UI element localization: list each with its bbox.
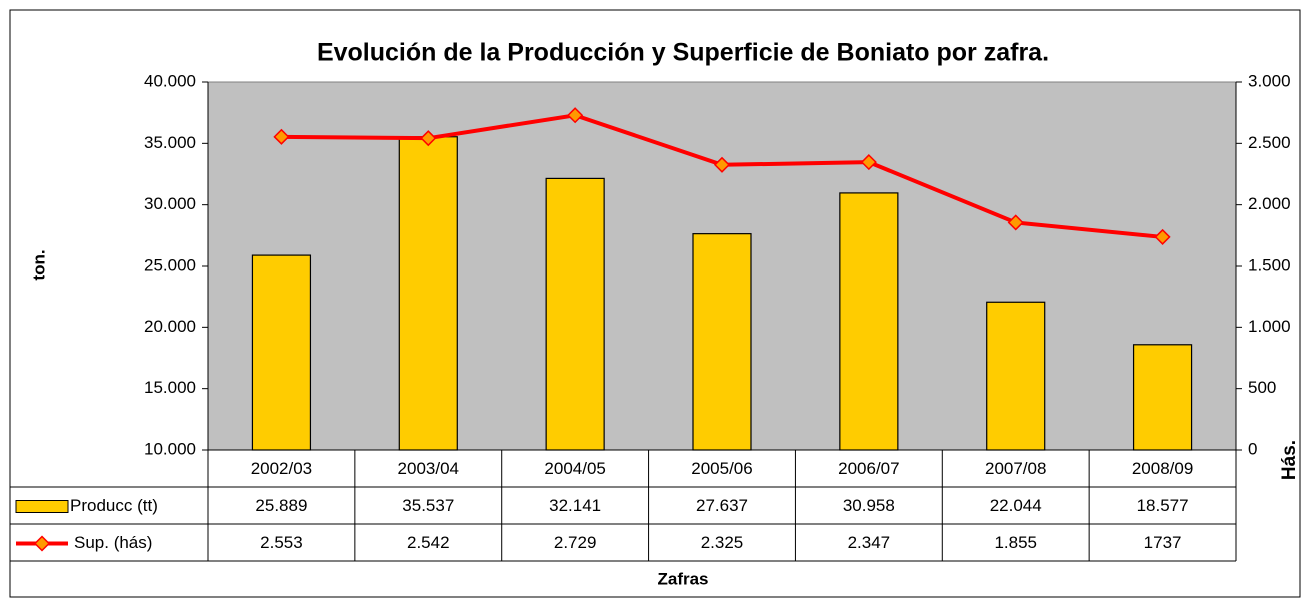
y2-tick-label: 3.000 [1248, 71, 1291, 90]
x-tick-label: 2004/05 [544, 459, 605, 478]
table-value: 1737 [1144, 533, 1182, 552]
table-value: 1.855 [994, 533, 1037, 552]
y-tick-label: 10.000 [144, 439, 196, 458]
table-value: 2.542 [407, 533, 450, 552]
marker [273, 128, 290, 145]
table-value: 25.889 [255, 496, 307, 515]
table-value: 35.537 [402, 496, 454, 515]
table-value: 27.637 [696, 496, 748, 515]
bar [251, 254, 312, 451]
y2-axis-label: Hás. [1279, 440, 1300, 480]
y-tick-label: 25.000 [144, 255, 196, 274]
marker [1007, 214, 1024, 231]
table-value: 22.044 [990, 496, 1042, 515]
legend-marker [33, 535, 51, 552]
bar [692, 233, 752, 451]
marker [860, 154, 877, 171]
marker [1154, 228, 1171, 245]
y-tick-label: 15.000 [144, 378, 196, 397]
y-tick-label: 40.000 [144, 71, 196, 90]
y-tick-label: 35.000 [144, 133, 196, 152]
y2-tick-label: 1.500 [1248, 255, 1291, 274]
y-tick-label: 20.000 [144, 317, 196, 336]
bar [545, 177, 605, 451]
y2-tick-label: 1.000 [1248, 317, 1291, 336]
legend-swatch [15, 500, 69, 513]
x-tick-label: 2005/06 [691, 459, 752, 478]
table-value: 18.577 [1137, 496, 1189, 515]
y-tick-label: 30.000 [144, 194, 196, 213]
y-axis-label: ton. [29, 249, 48, 280]
x-axis-label: Zafras [657, 569, 708, 588]
y2-tick-label: 2.500 [1248, 133, 1291, 152]
bar [398, 136, 458, 451]
bar [839, 192, 899, 451]
table-value: 32.141 [549, 496, 601, 515]
marker [420, 130, 437, 147]
y2-tick-label: 2.000 [1248, 194, 1291, 213]
y2-tick-label: 0 [1248, 439, 1257, 458]
table-value: 30.958 [843, 496, 895, 515]
bar [1132, 344, 1193, 451]
x-tick-label: 2007/08 [985, 459, 1046, 478]
x-tick-label: 2003/04 [398, 459, 459, 478]
table-value: 2.347 [848, 533, 891, 552]
x-tick-label: 2002/03 [251, 459, 312, 478]
x-tick-label: 2008/09 [1132, 459, 1193, 478]
marker [567, 107, 584, 124]
table-value: 2.325 [701, 533, 744, 552]
legend-label: Producc (tt) [70, 496, 158, 515]
legend-label: Sup. (hás) [74, 533, 152, 552]
y2-tick-label: 500 [1248, 378, 1276, 397]
chart-title: Evolución de la Producción y Superficie … [317, 39, 1049, 67]
table-value: 2.553 [260, 533, 303, 552]
x-tick-label: 2006/07 [838, 459, 899, 478]
marker [713, 156, 731, 173]
bar [986, 301, 1046, 451]
table-value: 2.729 [554, 533, 597, 552]
